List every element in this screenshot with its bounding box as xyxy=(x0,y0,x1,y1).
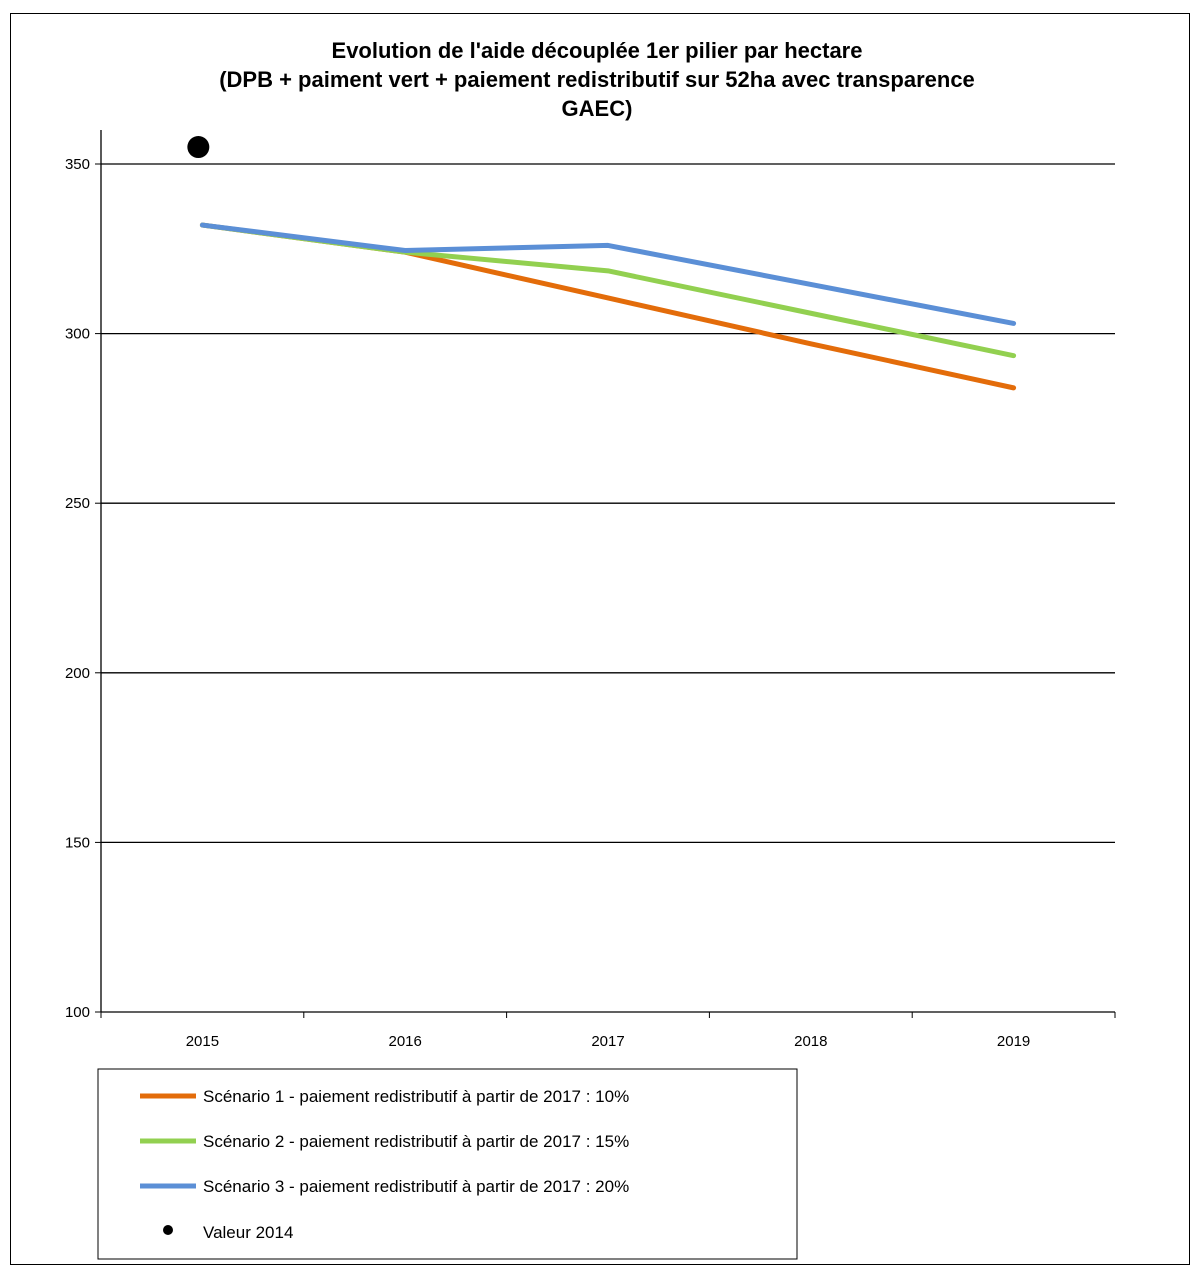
y-tick-label: 100 xyxy=(65,1004,90,1021)
x-tick-label: 2015 xyxy=(186,1033,219,1050)
gridlines xyxy=(101,163,1115,844)
legend: Scénario 1 - paiement redistributif à pa… xyxy=(97,1068,798,1260)
marker-point-1 xyxy=(187,136,210,159)
legend-label: Scénario 2 - paiement redistributif à pa… xyxy=(203,1132,629,1151)
x-tick-label: 2018 xyxy=(794,1033,827,1050)
x-axis-ticks: 2015 2016 2017 2018 2019 xyxy=(100,1012,1116,1050)
y-axis-ticks: 100 150 200 250 300 350 xyxy=(65,156,101,1021)
chart-title-line-1: Evolution de l'aide découplée 1er pilier… xyxy=(332,38,863,63)
y-tick-label: 300 xyxy=(65,326,90,343)
chart-title: Evolution de l'aide découplée 1er pilier… xyxy=(219,38,975,121)
x-tick-label: 2017 xyxy=(591,1033,624,1050)
y-tick-label: 250 xyxy=(65,495,90,512)
x-tick-label: 2016 xyxy=(389,1033,422,1050)
chart-frame xyxy=(10,13,1190,1265)
legend-label: Scénario 3 - paiement redistributif à pa… xyxy=(203,1177,629,1196)
series-line-3 xyxy=(199,222,1017,326)
chart-title-line-3: GAEC) xyxy=(562,96,633,121)
legend-marker-swatch xyxy=(163,1225,173,1235)
y-tick-label: 350 xyxy=(65,156,90,173)
legend-label: Scénario 1 - paiement redistributif à pa… xyxy=(203,1087,629,1106)
series-lines xyxy=(199,222,1017,391)
x-tick-label: 2019 xyxy=(997,1033,1030,1050)
series-line-1 xyxy=(199,222,1017,391)
axes xyxy=(100,130,1115,1013)
y-tick-label: 200 xyxy=(65,665,90,682)
chart-title-line-2: (DPB + paiment vert + paiement redistrib… xyxy=(219,67,975,92)
y-tick-label: 150 xyxy=(65,834,90,851)
markers xyxy=(187,136,210,159)
legend-box xyxy=(97,1068,798,1260)
legend-label: Valeur 2014 xyxy=(203,1223,293,1242)
